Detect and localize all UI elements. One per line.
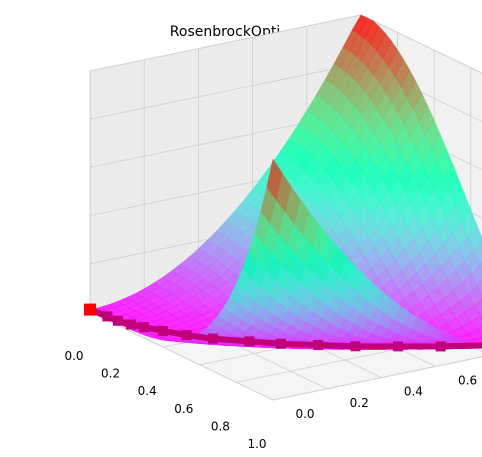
- x-tick-label: 0.8: [211, 419, 230, 433]
- x-tick-label: 0.4: [138, 384, 157, 398]
- y-tick-label: 0.4: [404, 385, 423, 399]
- path-point: [158, 326, 168, 336]
- path-point: [393, 341, 403, 351]
- y-tick-label: 0.2: [350, 396, 369, 410]
- x-tick-label: 0.0: [64, 349, 83, 363]
- path-point: [102, 311, 112, 321]
- y-tick-label: 0.6: [458, 373, 477, 387]
- x-tick-label: 1.0: [247, 437, 266, 451]
- x-tick-label: 0.6: [174, 402, 193, 416]
- path-point: [276, 339, 286, 349]
- path-point: [126, 320, 136, 330]
- y-tick-label: 0.0: [295, 407, 314, 421]
- path-point: [244, 336, 254, 346]
- x-tick-label: 0.2: [101, 367, 120, 381]
- path-point: [436, 341, 446, 351]
- path-start-point: [84, 304, 96, 316]
- path-point: [208, 334, 218, 344]
- path-point: [139, 322, 149, 332]
- path-point: [313, 340, 323, 350]
- path-point: [350, 341, 360, 351]
- path-point: [182, 330, 192, 340]
- path-point: [113, 316, 123, 326]
